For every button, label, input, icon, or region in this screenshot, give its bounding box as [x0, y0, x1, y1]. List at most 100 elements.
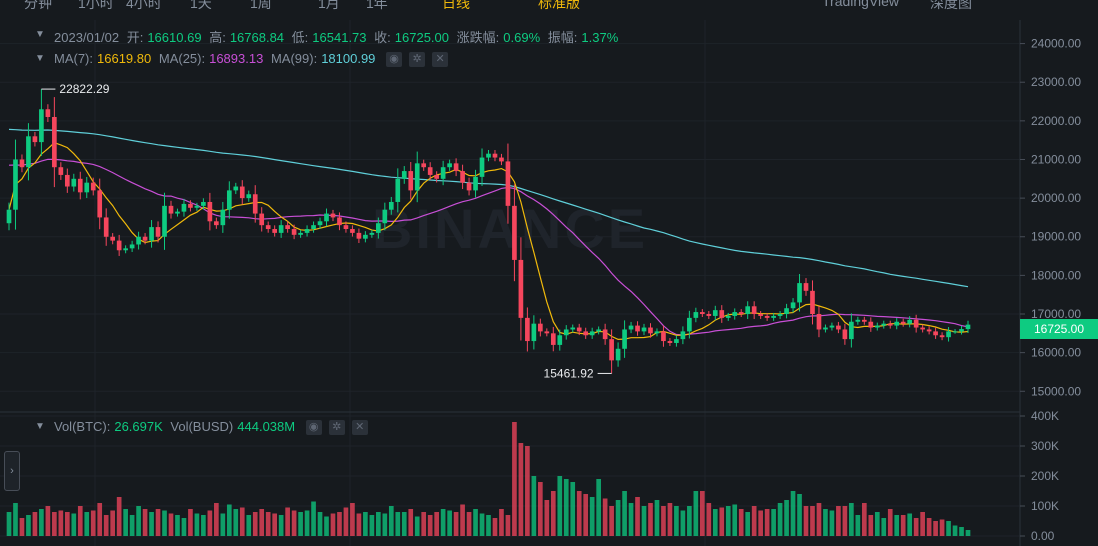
candle-body [188, 203, 193, 208]
volume-legend: ▼ Vol(BTC): 26.697K Vol(BUSD) 444.038M ◉ ✲ ✕ [35, 419, 372, 436]
volume-bar [324, 516, 329, 536]
low-value: 16541.73 [312, 30, 367, 45]
candle-body [687, 317, 692, 332]
candle-body [797, 283, 802, 303]
eye-icon[interactable]: ◉ [386, 52, 403, 68]
caret-down-icon[interactable]: ▼ [35, 53, 45, 64]
volume-bar [894, 515, 900, 536]
volume-bar [803, 506, 809, 536]
volume-bar [738, 509, 744, 536]
candle-body [946, 331, 951, 338]
gear-icon[interactable]: ✲ [409, 52, 426, 68]
volume-bar [194, 513, 200, 536]
volume-bar [764, 509, 770, 536]
volume-bar [71, 513, 77, 536]
watermark: BINANCE [372, 197, 648, 260]
candle-body [136, 236, 141, 245]
candle-body [84, 182, 90, 193]
volume-bar [952, 525, 958, 536]
caret-down-icon[interactable]: ▼ [35, 29, 45, 40]
volume-bar [291, 510, 297, 536]
candle-body [466, 182, 472, 191]
volume-bar [58, 510, 64, 536]
low-annotation: 15461.92 [544, 366, 612, 380]
volume-bar [674, 506, 679, 536]
candle-body [628, 325, 634, 330]
candle-body [103, 217, 109, 237]
candle-body [609, 339, 614, 361]
toolbar: 分钟 1小时 4小时 1天 1周 1月 1年 日线 标准版 TradingView 深度图 [0, 0, 1098, 20]
candle-body [52, 116, 57, 168]
toolbar-item[interactable]: 1月 [318, 0, 340, 11]
high-annotation-text: 22822.29 [59, 82, 109, 96]
candle-body [220, 209, 226, 226]
ma25-path [8, 158, 969, 336]
toolbar-item[interactable]: 1小时 [78, 0, 114, 11]
candle-body [64, 174, 70, 187]
candle-body [32, 136, 38, 143]
volume-bar [836, 506, 841, 536]
candle-body [369, 232, 375, 235]
ma7-path [8, 142, 969, 341]
volume-bar [175, 515, 180, 536]
candle-body [738, 312, 744, 315]
candle-body [667, 341, 673, 343]
toolbar-item[interactable]: 1年 [366, 0, 388, 11]
candle-body [71, 178, 77, 187]
candles [6, 89, 971, 374]
ma25-label: MA(25): [158, 51, 206, 66]
gear-icon[interactable]: ✲ [328, 420, 345, 436]
toolbar-item[interactable]: 标准版 [538, 0, 580, 11]
chevron-right-icon[interactable]: › [4, 451, 20, 491]
candle-body [252, 194, 258, 214]
candle-body [518, 259, 524, 318]
volume-bar [168, 513, 174, 536]
candlestick-chart[interactable]: BINANCE 15000.00 16000.00 17000.00 18000.00… [0, 20, 1098, 546]
toolbar-item[interactable]: 1周 [250, 0, 272, 11]
volume-bar [382, 513, 388, 536]
toolbar-item[interactable]: 1天 [190, 0, 212, 11]
candle-body [887, 323, 893, 326]
volume-bar [732, 504, 738, 536]
volume-bar [797, 494, 802, 536]
candle-body [661, 331, 666, 342]
volume-bar [648, 503, 653, 536]
close-icon[interactable]: ✕ [432, 52, 449, 68]
high-annotation: 22822.29 [41, 82, 110, 96]
volume-bar [317, 512, 323, 536]
candle-body [162, 205, 167, 237]
candle-body [350, 229, 355, 233]
ma7-value: 16619.80 [97, 51, 152, 66]
volume-bar [926, 518, 932, 536]
vol-btc-value: 26.697K [114, 419, 163, 434]
caret-down-icon[interactable]: ▼ [35, 421, 45, 432]
candle-body [453, 163, 459, 172]
candle-body [641, 327, 647, 332]
candle-body [648, 327, 653, 334]
toolbar-item[interactable]: 日线 [442, 0, 470, 11]
volume-bar [13, 503, 18, 536]
candle-body [460, 171, 465, 183]
toolbar-item[interactable]: TradingView [822, 0, 900, 9]
volume-bar [123, 509, 128, 536]
toolbar-item[interactable]: 深度图 [930, 0, 972, 11]
volume-bar [363, 512, 368, 536]
eye-icon[interactable]: ◉ [305, 420, 322, 436]
volume-bar [641, 506, 647, 536]
candle-body [181, 203, 187, 212]
close-icon[interactable]: ✕ [351, 420, 368, 436]
volume-bar [304, 510, 310, 536]
volume-bar [589, 497, 595, 536]
toolbar-item[interactable]: 分钟 [24, 0, 52, 11]
volume-bar [395, 512, 401, 536]
candle-body [654, 331, 660, 334]
toolbar-item[interactable]: 4小时 [126, 0, 162, 11]
ma7-label: MA(7): [54, 51, 93, 66]
candle-body [388, 201, 394, 210]
volume-bar [823, 509, 828, 536]
candle-body [434, 174, 439, 179]
ma7-line [8, 142, 969, 341]
candle-body [110, 236, 116, 241]
candle-body [246, 194, 252, 199]
volume-bar [214, 503, 219, 536]
